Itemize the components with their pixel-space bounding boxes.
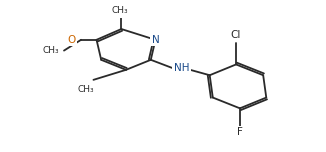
Text: Cl: Cl [231, 30, 241, 40]
Text: O: O [67, 35, 76, 45]
Text: N: N [152, 35, 159, 45]
Text: F: F [237, 127, 243, 137]
Text: CH₃: CH₃ [77, 85, 94, 94]
Text: CH₃: CH₃ [42, 46, 59, 55]
Text: NH: NH [174, 62, 189, 73]
Text: CH₃: CH₃ [111, 6, 128, 15]
